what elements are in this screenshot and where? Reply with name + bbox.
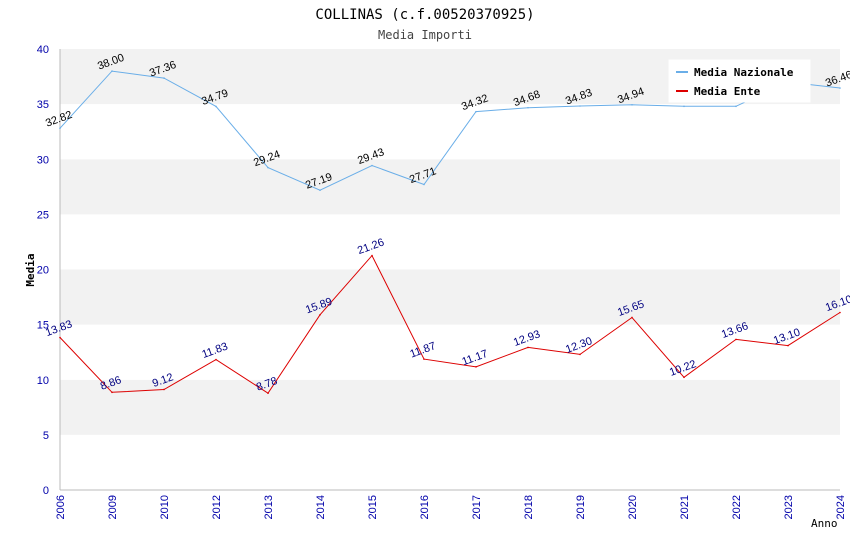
data-point bbox=[111, 70, 113, 72]
y-tick-label: 40 bbox=[37, 44, 49, 56]
data-point bbox=[163, 388, 165, 391]
data-point bbox=[683, 105, 685, 108]
x-tick-label: 2015 bbox=[367, 495, 379, 519]
y-tick-label: 30 bbox=[37, 154, 49, 166]
x-tick-label: 2024 bbox=[835, 495, 847, 519]
legend-label-media-ente: Media Ente bbox=[694, 85, 761, 98]
x-tick-label: 2021 bbox=[679, 495, 691, 519]
data-point bbox=[735, 105, 737, 108]
series-lines bbox=[59, 70, 841, 395]
x-axis-ticks: 2006 2009 2010 2012 2013 2014 2015 2016 2017 2018… bbox=[55, 495, 847, 519]
x-tick-label: 2014 bbox=[315, 495, 327, 519]
x-tick-label: 2006 bbox=[55, 495, 67, 519]
data-point bbox=[319, 189, 321, 192]
grid-band bbox=[60, 104, 840, 160]
x-tick-label: 2017 bbox=[471, 495, 483, 519]
grid-band bbox=[60, 324, 840, 380]
grid-band bbox=[60, 379, 840, 435]
x-tick-label: 2020 bbox=[627, 495, 639, 519]
data-point bbox=[267, 392, 269, 395]
data-point bbox=[683, 376, 685, 379]
x-tick-label: 2009 bbox=[107, 495, 119, 519]
grid-band bbox=[60, 269, 840, 325]
legend: Media Nazionale Media Ente bbox=[668, 59, 811, 103]
data-point bbox=[163, 77, 165, 79]
y-tick-label: 25 bbox=[37, 209, 49, 221]
x-tick-label: 2016 bbox=[419, 495, 431, 519]
x-tick-label: 2022 bbox=[731, 495, 743, 519]
legend-label-media-nazionale: Media Nazionale bbox=[694, 66, 794, 79]
data-point bbox=[59, 336, 61, 339]
data-point bbox=[475, 366, 477, 368]
data-point bbox=[215, 358, 217, 361]
y-axis-ticks: 0 5 10 15 20 25 30 35 40 bbox=[37, 44, 49, 497]
data-point bbox=[579, 105, 581, 107]
grid-band bbox=[60, 214, 840, 270]
data-point bbox=[371, 254, 373, 257]
data-point bbox=[839, 87, 841, 89]
data-point bbox=[423, 358, 425, 360]
x-axis-title: Anno bbox=[811, 517, 838, 530]
data-point bbox=[423, 183, 425, 186]
x-tick-label: 2013 bbox=[263, 495, 275, 519]
x-tick-label: 2018 bbox=[523, 495, 535, 519]
data-point bbox=[527, 346, 529, 349]
chart-title: COLLINAS (c.f.00520370925) bbox=[315, 7, 534, 23]
chart-subtitle: Media Importi bbox=[378, 28, 472, 42]
y-tick-label: 10 bbox=[37, 375, 49, 387]
series-line-media-nazionale bbox=[59, 70, 841, 191]
data-point bbox=[371, 164, 373, 167]
data-point bbox=[631, 316, 633, 319]
data-point bbox=[215, 105, 217, 108]
data-point bbox=[59, 127, 61, 129]
data-point bbox=[527, 106, 529, 109]
grid-bands bbox=[60, 49, 840, 490]
data-point bbox=[631, 103, 633, 106]
x-tick-label: 2010 bbox=[159, 495, 171, 519]
data-point bbox=[735, 338, 737, 341]
y-tick-label: 5 bbox=[43, 430, 49, 442]
data-point bbox=[579, 353, 581, 356]
data-point bbox=[475, 110, 477, 113]
data-point bbox=[111, 391, 113, 394]
grid-band bbox=[60, 159, 840, 215]
y-tick-label: 20 bbox=[37, 265, 49, 277]
data-point bbox=[267, 166, 269, 169]
y-tick-label: 15 bbox=[37, 320, 49, 332]
data-point bbox=[319, 314, 321, 316]
x-tick-label: 2019 bbox=[575, 495, 587, 519]
x-tick-label: 2023 bbox=[783, 495, 795, 519]
series-line-media-ente bbox=[59, 254, 841, 394]
y-tick-label: 0 bbox=[43, 485, 49, 497]
x-tick-label: 2012 bbox=[211, 495, 223, 519]
data-point bbox=[787, 344, 789, 347]
y-axis-title: Media bbox=[24, 253, 37, 286]
y-tick-label: 35 bbox=[37, 99, 49, 111]
grid-band bbox=[60, 434, 840, 490]
data-point bbox=[839, 311, 841, 314]
